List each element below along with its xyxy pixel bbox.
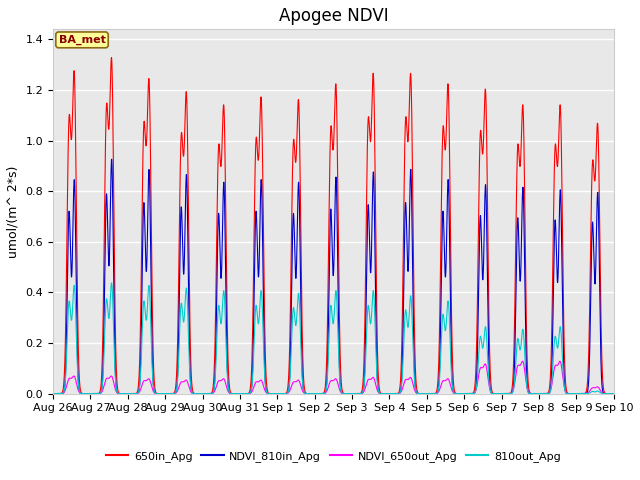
NDVI_650out_Apg [49, 391, 57, 396]
650in_Apg [259, 191, 267, 196]
NDVI_810in_Apg [169, 391, 177, 396]
810out_Apg [108, 280, 115, 286]
Line: 810out_Apg: 810out_Apg [53, 283, 614, 394]
NDVI_650out_Apg [608, 391, 616, 396]
NDVI_650out_Apg [163, 391, 171, 396]
NDVI_810in_Apg [108, 156, 115, 162]
650in_Apg [608, 391, 616, 396]
NDVI_810in_Apg [411, 379, 419, 385]
810out_Apg [259, 325, 267, 331]
NDVI_810in_Apg [163, 391, 171, 396]
Line: NDVI_810in_Apg: NDVI_810in_Apg [53, 159, 614, 394]
NDVI_650out_Apg [610, 391, 618, 396]
810out_Apg [163, 391, 171, 396]
Title: Apogee NDVI: Apogee NDVI [278, 7, 388, 25]
NDVI_650out_Apg [411, 388, 419, 394]
810out_Apg [411, 382, 419, 388]
NDVI_810in_Apg [259, 267, 267, 273]
Text: BA_met: BA_met [59, 35, 106, 45]
Line: 650in_Apg: 650in_Apg [53, 58, 614, 394]
NDVI_650out_Apg [259, 381, 267, 387]
650in_Apg [108, 55, 115, 60]
650in_Apg [49, 391, 57, 396]
810out_Apg [610, 391, 618, 396]
NDVI_650out_Apg [519, 358, 527, 364]
810out_Apg [608, 391, 616, 396]
Line: NDVI_650out_Apg: NDVI_650out_Apg [53, 361, 614, 394]
NDVI_650out_Apg [169, 391, 177, 396]
650in_Apg [610, 391, 618, 396]
810out_Apg [49, 391, 57, 396]
Y-axis label: umol/(m^ 2*s): umol/(m^ 2*s) [7, 165, 20, 258]
810out_Apg [169, 391, 177, 396]
810out_Apg [491, 391, 499, 396]
650in_Apg [169, 391, 177, 396]
NDVI_810in_Apg [608, 391, 616, 396]
NDVI_810in_Apg [491, 391, 499, 396]
650in_Apg [411, 348, 419, 354]
650in_Apg [163, 391, 171, 396]
650in_Apg [491, 391, 499, 396]
Legend: 650in_Apg, NDVI_810in_Apg, NDVI_650out_Apg, 810out_Apg: 650in_Apg, NDVI_810in_Apg, NDVI_650out_A… [102, 446, 565, 466]
NDVI_810in_Apg [49, 391, 57, 396]
NDVI_650out_Apg [491, 391, 499, 396]
NDVI_810in_Apg [610, 391, 618, 396]
